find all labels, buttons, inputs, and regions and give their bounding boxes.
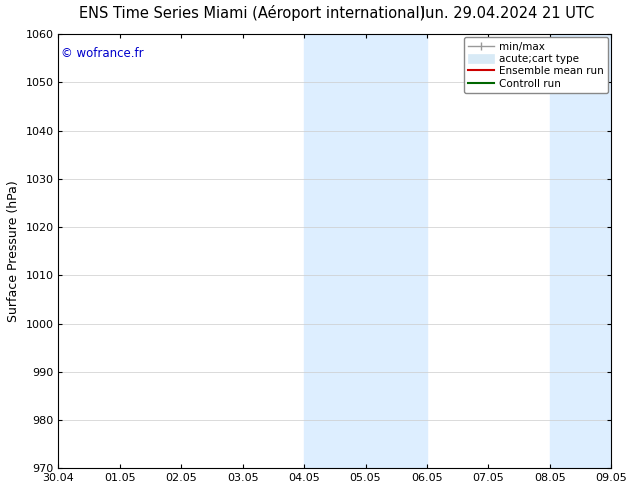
- Text: ENS Time Series Miami (Aéroport international): ENS Time Series Miami (Aéroport internat…: [79, 5, 425, 21]
- Title: ENS Time Series Miami (Aéroport international)        lun. 29.04.2024 21 UTC: ENS Time Series Miami (Aéroport internat…: [0, 489, 1, 490]
- Y-axis label: Surface Pressure (hPa): Surface Pressure (hPa): [7, 180, 20, 322]
- Bar: [304, 34, 366, 468]
- Bar: [366, 34, 427, 468]
- Legend: min/max, acute;cart type, Ensemble mean run, Controll run: min/max, acute;cart type, Ensemble mean …: [463, 37, 608, 93]
- Text: © wofrance.fr: © wofrance.fr: [61, 47, 144, 60]
- Bar: [550, 34, 611, 468]
- Text: lun. 29.04.2024 21 UTC: lun. 29.04.2024 21 UTC: [422, 6, 595, 21]
